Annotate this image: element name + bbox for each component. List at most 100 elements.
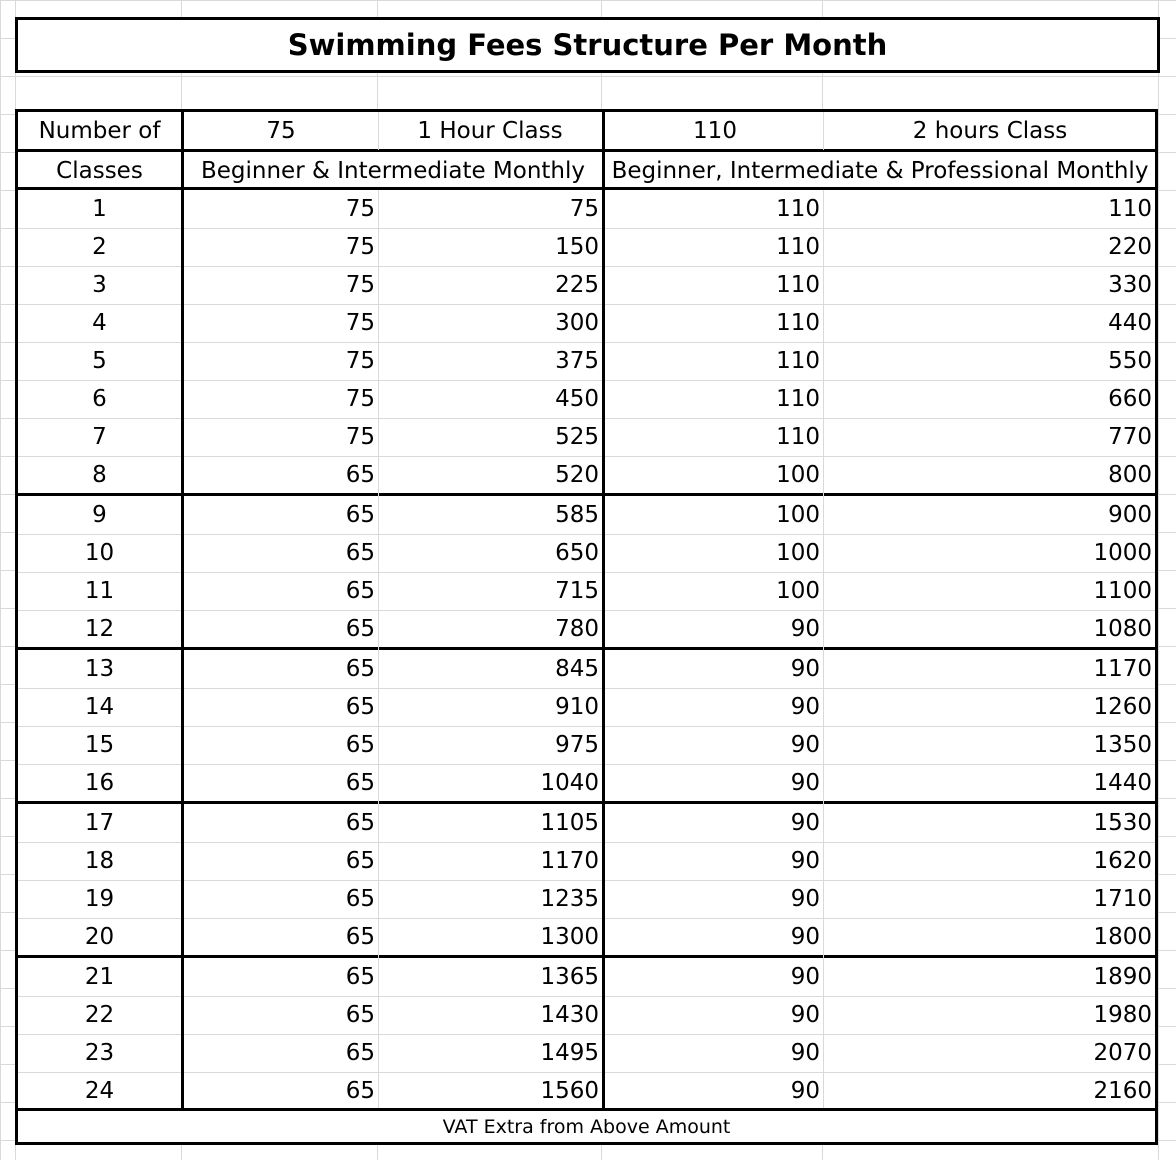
row-gridline [18,1034,1155,1035]
cell-total-1hr: 1170 [540,848,599,874]
cell-rate-2hr: 90 [790,848,820,874]
cell-total-1hr: 375 [555,348,599,374]
group-divider [18,647,1155,650]
cell-total-2hr: 800 [1108,462,1152,488]
cell-rate-2hr: 90 [790,656,820,682]
row-gridline [18,842,1155,843]
cell-rate-2hr: 90 [790,616,820,642]
header-1-hour-class: 1 Hour Class [417,118,563,144]
cell-classes: 4 [92,310,107,336]
header-classes: Classes [56,158,143,184]
cell-total-1hr: 450 [555,386,599,412]
cell-total-2hr: 660 [1108,386,1152,412]
col-border [181,112,184,1108]
cell-rate-1hr: 65 [345,656,375,682]
cell-rate-2hr: 100 [776,540,820,566]
cell-rate-2hr: 100 [776,578,820,604]
cell-rate-1hr: 65 [345,694,375,720]
cell-rate-2hr: 90 [790,732,820,758]
cell-classes: 20 [84,924,115,950]
cell-total-1hr: 75 [569,196,599,222]
cell-total-2hr: 1080 [1093,616,1152,642]
cell-total-2hr: 2160 [1093,1078,1152,1104]
cell-total-1hr: 650 [555,540,599,566]
row-gridline [18,726,1155,727]
cell-total-1hr: 910 [555,694,599,720]
table-row: 8 65 520 100 800 [18,456,1155,494]
cell-classes: 17 [84,810,115,836]
col-border [602,112,605,1108]
cell-rate-2hr: 90 [790,1002,820,1028]
cell-rate-1hr: 65 [345,616,375,642]
row-gridline [18,266,1155,267]
cell-classes: 21 [84,964,115,990]
header-beginner-intermediate-professional: Beginner, Intermediate & Professional Mo… [611,158,1149,184]
cell-rate-1hr: 65 [345,578,375,604]
table-row: 12 65 780 90 1080 [18,610,1155,648]
cell-total-1hr: 1105 [540,810,599,836]
cell-total-1hr: 150 [555,234,599,260]
cell-total-1hr: 1495 [540,1040,599,1066]
header-beginner-intermediate: Beginner & Intermediate Monthly [200,158,586,184]
table-row: 7 75 525 110 770 [18,418,1155,456]
row-gridline [18,456,1155,457]
cell-total-2hr: 1350 [1093,732,1152,758]
cell-total-2hr: 1100 [1093,578,1152,604]
cell-classes: 10 [84,540,115,566]
cell-classes: 24 [84,1078,115,1104]
col-gridline [378,190,379,1108]
cell-total-2hr: 1000 [1093,540,1152,566]
row-gridline [18,764,1155,765]
cell-classes: 22 [84,1002,115,1028]
cell-classes: 23 [84,1040,115,1066]
table-row: 2 75 150 110 220 [18,228,1155,266]
cell-classes: 12 [84,616,115,642]
header-row-1: Number of 75 1 Hour Class 110 2 hours Cl… [18,112,1155,150]
table-row: 9 65 585 100 900 [18,496,1155,534]
cell-rate-2hr: 90 [790,694,820,720]
cell-rate-1hr: 65 [345,770,375,796]
cell-rate-2hr: 110 [776,348,820,374]
cell-classes: 6 [92,386,107,412]
cell-total-1hr: 715 [555,578,599,604]
row-gridline [18,304,1155,305]
cell-total-1hr: 1430 [540,1002,599,1028]
cell-rate-1hr: 65 [345,964,375,990]
row-gridline [18,572,1155,573]
header-divider [18,149,1155,152]
cell-rate-2hr: 110 [776,386,820,412]
footer-divider [18,1108,1155,1111]
cell-rate-1hr: 65 [345,1078,375,1104]
cell-rate-2hr: 90 [790,770,820,796]
cell-classes: 7 [92,424,107,450]
cell-total-2hr: 110 [1108,196,1152,222]
row-gridline [18,610,1155,611]
cell-total-2hr: 770 [1108,424,1152,450]
header-row-2: Classes Beginner & Intermediate Monthly … [18,152,1155,190]
cell-rate-1hr: 65 [345,924,375,950]
cell-total-1hr: 975 [555,732,599,758]
cell-total-1hr: 520 [555,462,599,488]
cell-rate-2hr: 90 [790,886,820,912]
row-gridline [18,534,1155,535]
cell-total-2hr: 2070 [1093,1040,1152,1066]
table-row: 16 65 1040 90 1440 [18,764,1155,802]
cell-classes: 11 [84,578,115,604]
fees-table: Number of 75 1 Hour Class 110 2 hours Cl… [15,109,1158,1145]
table-row: 10 65 650 100 1000 [18,534,1155,572]
cell-total-2hr: 550 [1108,348,1152,374]
cell-classes: 14 [84,694,115,720]
header-bottom-border [18,187,1155,190]
cell-rate-1hr: 65 [345,462,375,488]
cell-rate-1hr: 65 [345,732,375,758]
cell-total-2hr: 440 [1108,310,1152,336]
cell-classes: 8 [92,462,107,488]
table-row: 23 65 1495 90 2070 [18,1034,1155,1072]
cell-total-1hr: 1365 [540,964,599,990]
cell-total-1hr: 845 [555,656,599,682]
cell-total-1hr: 300 [555,310,599,336]
cell-rate-1hr: 75 [345,348,375,374]
cell-total-2hr: 1170 [1093,656,1152,682]
cell-total-1hr: 1300 [540,924,599,950]
cell-rate-2hr: 110 [776,234,820,260]
